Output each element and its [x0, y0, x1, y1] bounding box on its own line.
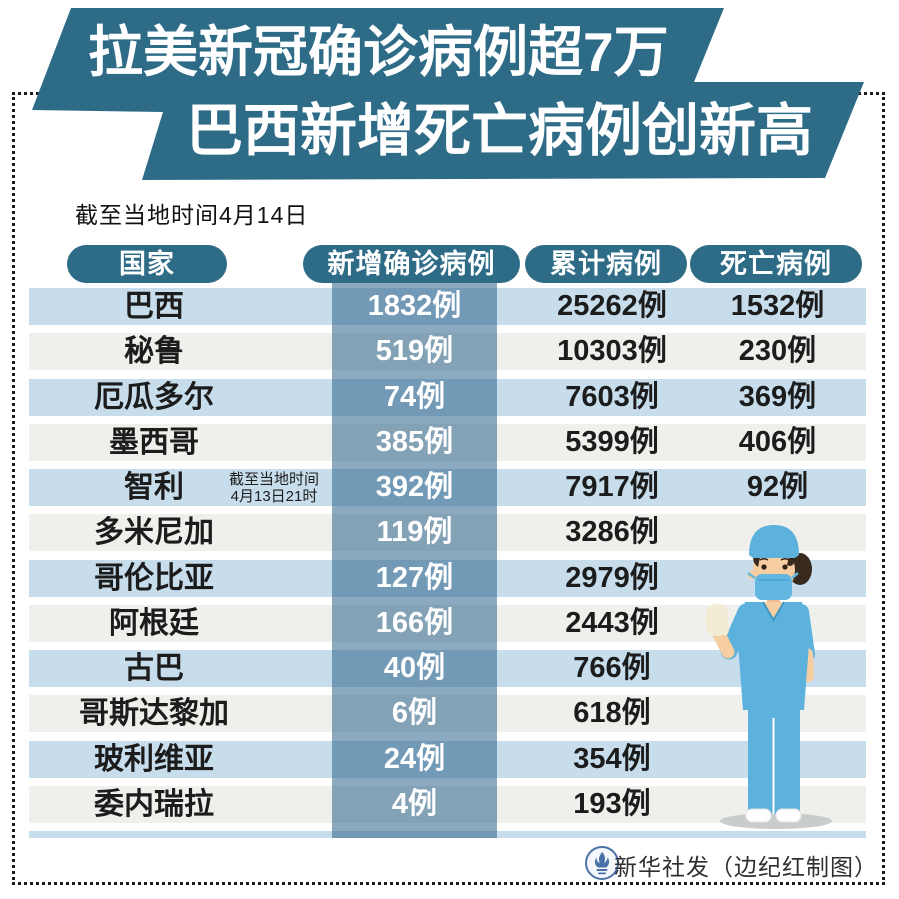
total-cases-cell: 618例: [573, 697, 651, 730]
total-cases-cell: 354例: [573, 742, 651, 775]
total-cases-cell: 7603例: [565, 380, 659, 413]
total-cases-cell: 766例: [573, 652, 651, 684]
nurse-scrub-cap: [749, 525, 799, 558]
country-cell: 墨西哥: [109, 425, 199, 459]
new-cases-cell: 1832例: [367, 290, 462, 322]
new-cases-cell: 74例: [383, 380, 446, 413]
country-cell: 委内瑞拉: [94, 787, 214, 821]
total-cases-cell: 193例: [573, 787, 651, 820]
country-cell: 哥斯达黎加: [79, 697, 229, 731]
deaths-cell: 1532例: [730, 290, 825, 322]
total-cases-cell: 2443例: [565, 606, 659, 639]
as-of-date: 截至当地时间4月14日: [75, 202, 309, 228]
country-cell: 厄瓜多尔: [94, 380, 214, 414]
country-cell: 多米尼加: [94, 516, 214, 550]
nurse-mask-illustration: [706, 525, 832, 829]
new-cases-cell: 24例: [383, 742, 446, 775]
nurse-face-mask: [755, 574, 792, 600]
chile-as-of-note: 截至当地时间 4月13日21时: [228, 471, 319, 505]
new-cases-cell: 127例: [375, 561, 454, 594]
deaths-cell: 92例: [746, 471, 809, 503]
nurse-scrub-top: [738, 602, 809, 710]
total-cases-cell: 3286例: [565, 516, 659, 549]
column-header-deaths: 死亡病例: [690, 245, 862, 283]
deaths-cell: 406例: [738, 425, 817, 458]
country-cell: 巴西: [124, 290, 184, 323]
country-cell: 智利: [124, 471, 184, 504]
page-title-line1: 拉美新冠确诊病例超7万: [88, 21, 669, 83]
new-cases-cell: 6例: [391, 697, 438, 730]
country-cell: 秘鲁: [124, 335, 184, 369]
nurse-shoe-right: [775, 808, 802, 823]
total-cases-cell: 2979例: [565, 561, 659, 594]
new-cases-cell: 166例: [375, 606, 454, 639]
banner-shape: [32, 8, 864, 180]
title-banner: 拉美新冠确诊病例超7万 巴西新增死亡病例创新高: [32, 8, 864, 180]
total-cases-cell: 5399例: [565, 425, 659, 458]
total-cases-cell: 10303例: [557, 335, 667, 368]
column-header-country: 国家: [67, 245, 227, 283]
new-cases-cell: 392例: [375, 471, 454, 503]
new-cases-cell: 4例: [391, 787, 438, 820]
country-cell: 阿根廷: [109, 606, 199, 640]
deaths-cell: 369例: [738, 380, 817, 413]
new-cases-cell: 119例: [376, 516, 453, 549]
new-cases-cell: 385例: [375, 425, 454, 458]
new-cases-cell: 40例: [383, 652, 446, 684]
deaths-cell: 230例: [738, 335, 817, 368]
new-cases-cell: 519例: [375, 335, 454, 368]
credit-text: 新华社发（边纪红制图）: [614, 854, 878, 880]
country-cell: 古巴: [124, 652, 184, 685]
column-header-total-cases: 累计病例: [525, 245, 687, 283]
xinhua-emblem-icon: [585, 846, 619, 880]
total-cases-cell: 7917例: [565, 471, 659, 503]
column-header-new-cases: 新增确诊病例: [303, 245, 520, 283]
nurse-shoe-left: [745, 808, 772, 823]
country-cell: 哥伦比亚: [94, 561, 214, 595]
total-cases-cell: 25262例: [557, 290, 667, 322]
page-title-line2: 巴西新增死亡病例创新高: [186, 99, 813, 163]
new-cases-highlight-column: [332, 283, 497, 838]
country-cell: 玻利维亚: [94, 742, 214, 776]
